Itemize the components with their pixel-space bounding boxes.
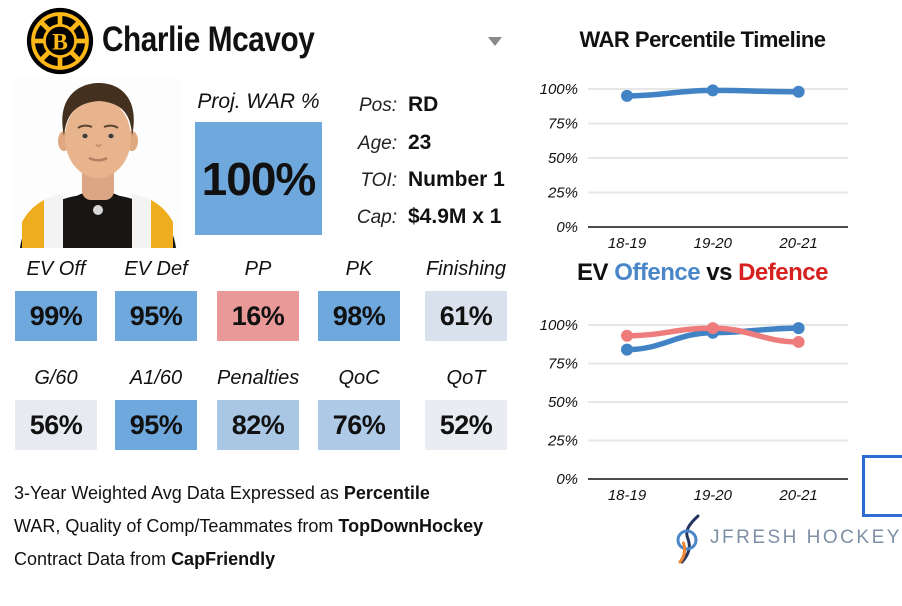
selection-box [862,455,902,517]
svg-text:0%: 0% [556,219,578,236]
player-name: Charlie Mcavoy [102,20,315,59]
svg-text:75%: 75% [548,356,578,373]
footnote-line: Contract Data from CapFriendly [14,549,276,569]
bio-value-cap: $4.9M x 1 [408,205,502,228]
stat-label-a160: A1/60 [129,367,183,389]
stat-label-ev-def: EV Def [124,258,188,280]
bio-label-toi: TOI: [360,170,397,191]
ev-offence-defence-chart: 0% 25% 50% 75% 100% 18-19 19-20 20-21 [540,310,902,505]
stat-pp: PP 16% [217,258,299,341]
proj-war-label: Proj. WAR % [197,90,320,113]
ev-chart-title: EV Offence vs Defence [530,259,875,287]
ev-chart-title-part: Defence [738,259,828,286]
bio-value-toi: Number 1 [408,168,505,191]
player-photo [14,78,181,248]
stat-value-ev-def: 95% [129,300,183,331]
team-logo-icon: B [26,7,94,75]
svg-text:20-21: 20-21 [778,487,817,504]
stat-label-finishing: Finishing [425,258,507,280]
stat-value-pp: 16% [231,300,285,331]
bio-row-pos: Pos: RD [340,93,438,119]
svg-text:20-21: 20-21 [778,235,817,252]
bio-row-age: Age: 23 [340,131,431,157]
stat-box-ev-off: 99% [15,291,97,341]
stat-value-penalties: 82% [231,409,285,440]
svg-text:25%: 25% [547,433,578,450]
stat-label-pp: PP [244,258,272,280]
team-logo-letter: B [52,30,68,56]
stat-value-finishing: 61% [439,300,493,331]
stat-box-qoc: 76% [318,400,400,450]
footnote-line: WAR, Quality of Comp/Teammates from TopD… [14,516,484,536]
svg-text:100%: 100% [540,81,578,98]
stat-qot: QoT 52% [425,367,507,450]
stat-box-ev-def: 95% [115,291,197,341]
stat-value-qoc: 76% [332,409,386,440]
bio-label-age: Age: [357,133,397,154]
bio-label-cap: Cap: [356,207,397,228]
svg-text:18-19: 18-19 [608,235,647,252]
stat-ev-def: EV Def 95% [115,258,197,341]
stat-qoc: QoC 76% [318,367,400,450]
footnotes: 3-Year Weighted Avg Data Expressed as Pe… [14,477,483,576]
stat-g60: G/60 56% [15,367,97,450]
stat-label-qoc: QoC [338,367,380,389]
stat-label-ev-off: EV Off [26,258,86,280]
svg-text:50%: 50% [548,394,578,411]
bio-value-pos: RD [408,93,439,116]
stat-label-pk: PK [345,258,373,280]
stat-label-g60: G/60 [34,367,78,389]
stat-a160: A1/60 95% [115,367,197,450]
stat-penalties: Penalties 82% [217,367,299,450]
svg-text:50%: 50% [548,150,578,167]
stat-label-qot: QoT [446,367,486,389]
stat-box-penalties: 82% [217,400,299,450]
war-chart-title: WAR Percentile Timeline [579,27,826,52]
svg-text:19-20: 19-20 [694,235,733,252]
bio-row-cap: Cap: $4.9M x 1 [340,205,502,231]
svg-text:0%: 0% [556,471,578,488]
jfresh-logo-icon [676,514,700,564]
proj-war-box: 100% [195,122,322,235]
footnote-line: 3-Year Weighted Avg Data Expressed as Pe… [14,483,430,503]
stat-ev-off: EV Off 99% [15,258,97,341]
ev-chart-title-part: EV [577,259,615,286]
stat-label-penalties: Penalties [217,367,300,389]
bio-value-age: 23 [408,131,432,154]
stat-value-ev-off: 99% [29,300,83,331]
svg-text:19-20: 19-20 [694,487,733,504]
stat-pk: PK 98% [318,258,400,341]
svg-text:25%: 25% [547,185,578,202]
stat-box-pk: 98% [318,291,400,341]
stat-box-g60: 56% [15,400,97,450]
stat-box-a160: 95% [115,400,197,450]
jfresh-logo-text: JFRESH HOCKEY [710,527,902,548]
stat-finishing: Finishing 61% [425,258,507,341]
stat-box-pp: 16% [217,291,299,341]
stat-value-qot: 52% [439,409,493,440]
proj-war-value: 100% [201,152,317,205]
bio-row-toi: TOI: Number 1 [340,168,505,194]
stat-box-qot: 52% [425,400,507,450]
ev-chart-title-part: Offence [614,259,701,286]
stat-value-pk: 98% [332,300,386,331]
stat-box-finishing: 61% [425,291,507,341]
war-percentile-chart: 0% 25% 50% 75% 100% 18-19 19-20 20-21 [540,75,902,260]
svg-text:75%: 75% [548,116,578,133]
ev-chart-title-part: vs [700,259,739,286]
svg-text:100%: 100% [540,317,578,334]
bio-label-pos: Pos: [358,95,397,116]
svg-text:18-19: 18-19 [608,487,647,504]
stat-value-g60: 56% [29,409,83,440]
player-dropdown-caret[interactable] [488,37,502,46]
stat-value-a160: 95% [129,409,183,440]
